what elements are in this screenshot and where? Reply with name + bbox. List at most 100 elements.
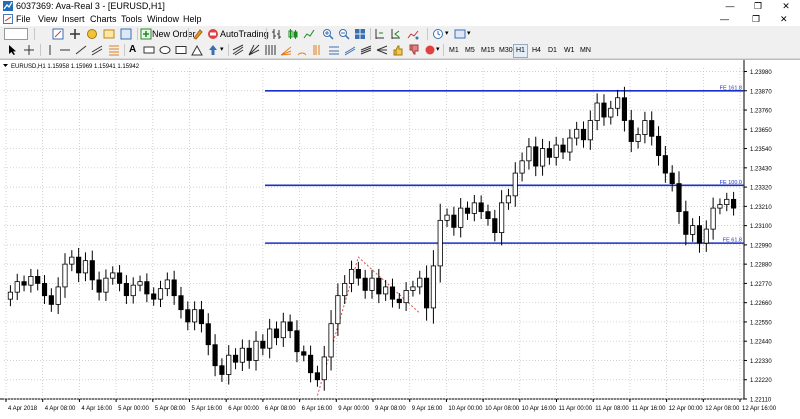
arrows-dropdown-arrow[interactable]: ▾: [220, 46, 224, 53]
ellipse-icon[interactable]: [159, 44, 171, 56]
menu-file[interactable]: File: [16, 14, 31, 24]
andrews-pitchfork-icon[interactable]: [376, 44, 388, 56]
text-icon[interactable]: A: [129, 44, 137, 55]
thumbs-up-icon[interactable]: [392, 44, 404, 56]
zoom-out-icon[interactable]: [338, 28, 350, 40]
indicators-icon[interactable]: [407, 28, 419, 40]
fibo-channel-icon[interactable]: [344, 44, 356, 56]
new-order-button[interactable]: New Order: [152, 29, 196, 39]
pitchfork-icon[interactable]: [232, 44, 244, 56]
tile-windows-icon[interactable]: [354, 28, 366, 40]
menu-charts[interactable]: Charts: [90, 14, 117, 24]
vertical-line-icon[interactable]: [44, 44, 56, 56]
profiles-dropdown[interactable]: [4, 28, 28, 40]
text-label-icon[interactable]: [143, 44, 155, 56]
profiles-icon[interactable]: [69, 28, 81, 40]
candle-body: [82, 260, 89, 274]
menu-tools[interactable]: Tools: [121, 14, 143, 24]
minimize-button[interactable]: —: [725, 1, 735, 11]
fibo-time-icon[interactable]: [312, 44, 324, 56]
cursor-icon[interactable]: [7, 44, 19, 56]
price-tick-label: 1.22110: [750, 398, 772, 404]
candle: [717, 198, 723, 215]
timeframe-mn[interactable]: MN: [580, 47, 591, 54]
timeframe-h1[interactable]: H1: [513, 44, 528, 58]
fibo-fan-icon[interactable]: [280, 44, 292, 56]
candle-body: [164, 279, 170, 290]
time-tick-label: 6 Apr 16:00: [302, 406, 333, 412]
periodicity-dropdown-arrow[interactable]: ▾: [445, 30, 449, 37]
candle: [478, 195, 484, 220]
time-tick-label: 9 Apr 08:00: [375, 406, 406, 412]
fibo-level-label: FE 161.8: [720, 85, 742, 91]
cycle-lines-icon[interactable]: [264, 44, 276, 56]
autotrading-icon[interactable]: [207, 28, 219, 40]
fibonacci-icon[interactable]: [108, 44, 120, 56]
data-window-icon[interactable]: [103, 28, 115, 40]
price-tick-label: 1.22440: [750, 340, 772, 346]
fibo-level-label: FE 100.0: [720, 180, 742, 186]
fibo-arcs-icon[interactable]: [296, 44, 308, 56]
templates-icon[interactable]: [454, 28, 466, 40]
new-chart-icon[interactable]: [52, 28, 64, 40]
candle: [192, 301, 198, 331]
templates-dropdown-arrow[interactable]: ▾: [467, 30, 471, 37]
arrows-icon[interactable]: [207, 44, 219, 56]
regression-channel-icon[interactable]: [360, 44, 372, 56]
periodicity-icon[interactable]: [432, 28, 444, 40]
timeframe-m15[interactable]: M15: [481, 47, 495, 54]
equidistant-channel-icon[interactable]: [91, 44, 103, 56]
candle: [280, 312, 286, 347]
candlestick-chart-icon[interactable]: [287, 28, 299, 40]
candle-body: [103, 277, 109, 293]
candle: [116, 265, 123, 292]
crosshair-icon[interactable]: [23, 44, 35, 56]
chart-shift-icon[interactable]: [374, 28, 386, 40]
timeframe-h4[interactable]: H4: [532, 47, 541, 54]
zoom-in-icon[interactable]: [322, 28, 334, 40]
timeframe-w1[interactable]: W1: [564, 47, 575, 54]
restore-button[interactable]: ❐: [753, 1, 763, 11]
candle-body: [55, 286, 61, 305]
metaeditor-icon[interactable]: [192, 28, 204, 40]
trendline-icon[interactable]: [75, 44, 87, 56]
menu-view[interactable]: View: [38, 14, 58, 24]
candle: [539, 138, 546, 176]
menu-window[interactable]: Window: [147, 14, 180, 24]
autoscroll-icon[interactable]: [390, 28, 402, 40]
line-chart-icon[interactable]: [303, 28, 315, 40]
candle: [492, 209, 498, 242]
stop-sign-icon[interactable]: [424, 44, 436, 56]
candle: [703, 220, 709, 252]
gann-icon[interactable]: [248, 44, 260, 56]
rectangle-icon[interactable]: [175, 44, 187, 56]
timeframe-d1[interactable]: D1: [548, 47, 557, 54]
price-chart[interactable]: FE 161.8FE 100.0FE 61.8 1.239801.238701.…: [0, 60, 800, 419]
chart-minimize-button[interactable]: —: [720, 14, 729, 24]
candle: [621, 86, 628, 132]
candle: [123, 275, 129, 304]
market-watch-icon[interactable]: [86, 28, 98, 40]
close-button[interactable]: ✕: [782, 1, 790, 11]
chart-close-button[interactable]: ✕: [780, 14, 788, 24]
bar-chart-icon[interactable]: [271, 28, 283, 40]
candle: [662, 145, 668, 183]
candle: [396, 293, 402, 309]
chart-restore-button[interactable]: ❐: [752, 14, 761, 24]
chart-window[interactable]: FE 161.8 FE 100.0 FE 61.8 1.23980 1.23870 1.…: [0, 59, 800, 419]
navigator-icon[interactable]: [120, 28, 132, 40]
time-tick-label: 11 Apr 00:00: [559, 406, 593, 412]
fibo-expansion-icon[interactable]: [328, 44, 340, 56]
horizontal-line-icon[interactable]: [59, 44, 71, 56]
timeframe-m30[interactable]: M30: [499, 47, 513, 54]
autotrading-button[interactable]: AutoTrading: [220, 29, 269, 39]
candle-body: [519, 160, 525, 174]
thumbs-down-icon[interactable]: [408, 44, 420, 56]
timeframe-m5[interactable]: M5: [465, 47, 475, 54]
timeframe-m1[interactable]: M1: [449, 47, 459, 54]
menu-help[interactable]: Help: [183, 14, 202, 24]
new-order-icon[interactable]: [140, 28, 152, 40]
menu-insert[interactable]: Insert: [62, 14, 85, 24]
objects-dropdown-arrow[interactable]: ▾: [436, 46, 440, 53]
triangle-icon[interactable]: [191, 44, 203, 56]
